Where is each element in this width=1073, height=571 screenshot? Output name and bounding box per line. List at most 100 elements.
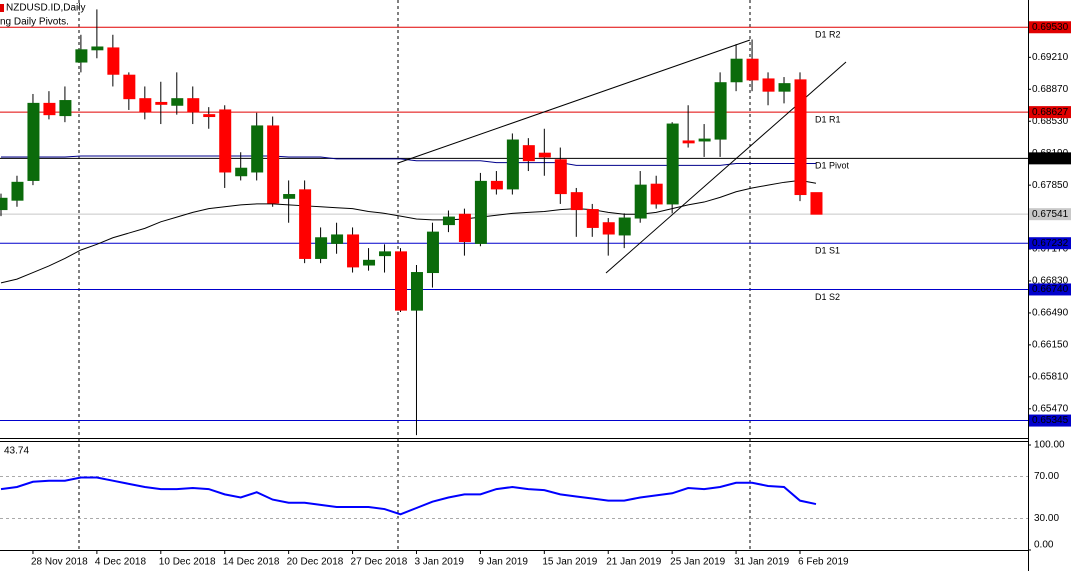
x-tick-label: 14 Dec 2018	[223, 557, 280, 568]
candle-body	[0, 197, 8, 211]
x-tick-label: 3 Jan 2019	[414, 557, 464, 568]
level-label: 0.65345	[1032, 415, 1069, 426]
candle-body	[139, 98, 152, 113]
x-tick-label: 4 Dec 2018	[95, 557, 147, 568]
candle-body	[762, 78, 775, 92]
rsi-value-label: 43.74	[4, 446, 29, 457]
candle-body	[75, 49, 88, 63]
rsi-tick-label: 70.00	[1034, 471, 1059, 482]
y-tick-label: 0.69210	[1032, 52, 1069, 63]
level-label: 0.68627	[1032, 107, 1069, 118]
trend-line	[397, 39, 751, 164]
level-name: D1 S1	[815, 246, 840, 256]
candles	[0, 9, 823, 436]
level-label: 0.67232	[1032, 238, 1069, 249]
candle-body	[410, 272, 423, 311]
x-tick-label: 25 Jan 2019	[670, 557, 725, 568]
candle-body	[219, 109, 232, 173]
x-tick-label: 27 Dec 2018	[351, 557, 408, 568]
indicator-label: ng Daily Pivots.	[0, 17, 69, 28]
candle-body	[426, 231, 439, 274]
candle-body	[379, 251, 392, 257]
candle-body	[283, 194, 296, 199]
candle-body	[155, 101, 168, 105]
level-label-box	[1029, 283, 1071, 296]
candle-body	[730, 58, 743, 83]
rsi-tick-label: 30.00	[1034, 513, 1059, 524]
x-tick-label: 20 Dec 2018	[287, 557, 344, 568]
candle-body	[778, 83, 791, 92]
y-tick-label: 0.66830	[1032, 276, 1069, 287]
pivot-levels: D1 R2 D1 R1 D1 Pivot D1 S1 D1 S2	[0, 26, 1028, 422]
level-label-box	[1029, 414, 1071, 427]
level-name: D1 S2	[815, 292, 840, 302]
candle-body	[682, 140, 695, 144]
candle-body	[442, 216, 455, 226]
candle-body	[634, 184, 647, 219]
rsi-line	[0, 476, 817, 516]
current-price-label: 0.67541	[1032, 209, 1069, 220]
level-name: D1 Pivot	[815, 161, 850, 171]
axes: 0.692100.688700.685300.681900.678500.671…	[31, 21, 1071, 568]
candle-body	[267, 125, 280, 204]
candle-body	[522, 145, 535, 162]
candle-body	[235, 167, 248, 177]
level-label: 0.69530	[1032, 22, 1069, 33]
candle-body	[458, 213, 471, 243]
candle-body	[698, 138, 711, 142]
candle-body	[618, 217, 631, 236]
rsi-tick-label: 100.00	[1034, 440, 1065, 451]
candle-body	[11, 181, 24, 201]
candle-body	[794, 79, 807, 196]
candle-body	[331, 234, 344, 244]
rsi-tick-label: 0.00	[1034, 540, 1054, 551]
candle-body	[746, 58, 759, 81]
candle-body	[474, 180, 487, 244]
candle-body	[43, 102, 56, 116]
candle-body	[203, 114, 216, 118]
level-label-box	[1029, 21, 1071, 34]
y-tick-label: 0.65470	[1032, 403, 1069, 414]
y-tick-label: 0.68530	[1032, 116, 1069, 127]
candle-body	[315, 237, 328, 259]
candle-body	[299, 189, 312, 259]
candle-body	[810, 192, 823, 215]
candle-body	[570, 192, 583, 211]
level-label: 0.68135	[1032, 153, 1069, 164]
x-tick-label: 31 Jan 2019	[734, 557, 789, 568]
candle-body	[187, 98, 200, 113]
candle-body	[347, 234, 360, 268]
candle-body	[714, 82, 727, 140]
candle-body	[251, 125, 264, 173]
level-name: D1 R1	[815, 114, 841, 124]
symbol-icon	[0, 4, 4, 12]
candle-body	[107, 47, 120, 75]
y-tick-label: 0.66490	[1032, 308, 1069, 319]
candle-body	[554, 159, 567, 195]
x-tick-label: 28 Nov 2018	[31, 557, 88, 568]
y-tick-label: 0.67850	[1032, 180, 1069, 191]
candle-body	[586, 209, 599, 228]
candle-body	[506, 139, 519, 190]
rsi-panel: 100.00 70.00 30.00 0.00 43.74	[0, 440, 1065, 551]
x-tick-label: 10 Dec 2018	[159, 557, 216, 568]
candle-body	[27, 102, 40, 181]
candle-body	[666, 123, 679, 205]
y-tick-label: 0.65810	[1032, 371, 1069, 382]
candle-body	[363, 259, 376, 266]
x-tick-label: 15 Jan 2019	[542, 557, 597, 568]
y-tick-label: 0.66150	[1032, 340, 1069, 351]
chart-title: NZDUSD.ID,Daily	[6, 3, 85, 14]
candle-body	[123, 74, 136, 100]
level-label-box	[1029, 237, 1071, 250]
candle-body	[91, 46, 104, 51]
level-label: 0.66740	[1032, 284, 1069, 295]
candle-body	[602, 222, 615, 235]
level-label-box	[1029, 106, 1071, 119]
x-tick-label: 6 Feb 2019	[798, 557, 849, 568]
moving-average	[0, 179, 817, 284]
candle-body	[395, 251, 407, 311]
candle-body	[59, 100, 72, 117]
